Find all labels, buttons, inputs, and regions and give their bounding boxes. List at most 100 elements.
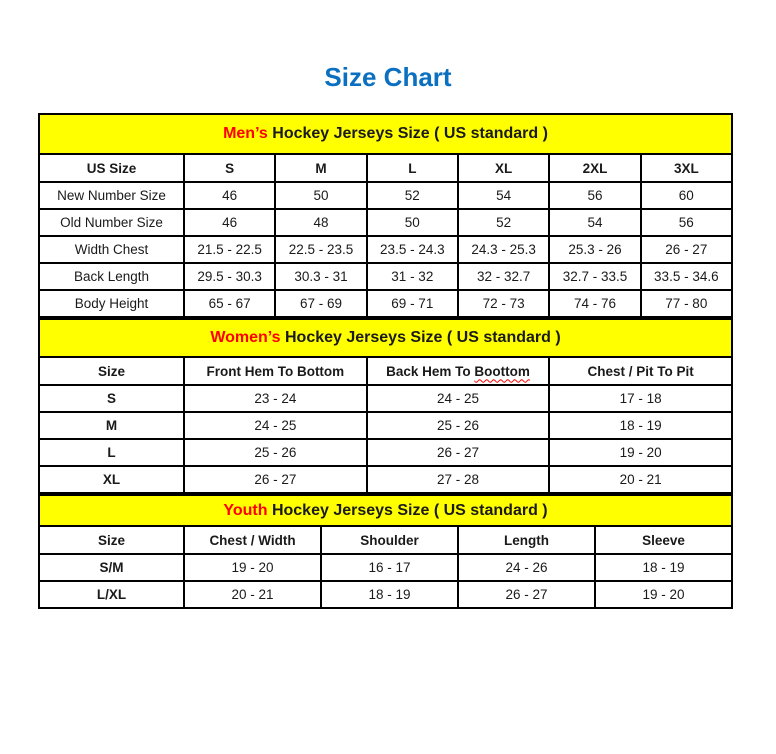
- size-value: 25 - 26: [183, 438, 368, 467]
- size-value: 74 - 76: [548, 289, 642, 318]
- misspelled-word: Boottom: [474, 363, 530, 379]
- size-value: 56: [639, 208, 734, 237]
- mens-column-header: 2XL: [548, 153, 642, 183]
- womens-header-row: Size Front Hem To Bottom Back Hem To Boott…: [38, 356, 733, 386]
- size-value: 24 - 25: [183, 411, 368, 440]
- womens-column-header: Front Hem To Bottom: [183, 356, 368, 386]
- womens-row: XL 26 - 27 27 - 28 20 - 21: [38, 465, 733, 494]
- youth-size-table: Youth Hockey Jerseys Size ( US standard …: [38, 494, 733, 609]
- row-label: Width Chest: [38, 235, 185, 264]
- row-label: Old Number Size: [38, 208, 185, 237]
- size-value: 18 - 19: [594, 553, 733, 582]
- size-value: 25 - 26: [365, 411, 551, 440]
- row-label: L/XL: [38, 580, 185, 609]
- mens-banner-text: Hockey Jerseys Size ( US standard ): [267, 125, 548, 142]
- womens-banner: Women’s Hockey Jerseys Size ( US standar…: [38, 318, 733, 358]
- size-value: 16 - 17: [320, 553, 459, 582]
- size-value: 27 - 28: [365, 465, 551, 494]
- row-label: New Number Size: [38, 181, 185, 210]
- mens-column-header: M: [274, 153, 368, 183]
- mens-column-header: US Size: [38, 153, 185, 183]
- size-value: 20 - 21: [183, 580, 322, 609]
- womens-column-header: Size: [38, 356, 185, 386]
- mens-banner: Men’s Hockey Jerseys Size ( US standard …: [38, 113, 733, 155]
- mens-header-row: US Size S M L XL 2XL 3XL: [38, 153, 734, 183]
- womens-row: S 23 - 24 24 - 25 17 - 18: [38, 384, 733, 413]
- mens-row: Old Number Size 46 48 50 52 54 56: [38, 208, 734, 237]
- youth-column-header: Shoulder: [320, 525, 459, 555]
- size-value: 19 - 20: [548, 438, 733, 467]
- size-value: 26 - 27: [365, 438, 551, 467]
- size-value: 46: [182, 208, 277, 237]
- mens-size-table: Men’s Hockey Jerseys Size ( US standard …: [38, 113, 734, 318]
- size-value: 54: [456, 181, 551, 210]
- size-value: 50: [365, 208, 459, 237]
- size-value: 31 - 32: [365, 262, 459, 291]
- youth-column-header: Size: [38, 525, 185, 555]
- size-value: 25.3 - 26: [548, 235, 642, 264]
- mens-row: New Number Size 46 50 52 54 56 60: [38, 181, 734, 210]
- size-value: 18 - 19: [320, 580, 459, 609]
- youth-row: L/XL 20 - 21 18 - 19 26 - 27 19 - 20: [38, 580, 733, 609]
- womens-banner-text: Hockey Jerseys Size ( US standard ): [280, 329, 561, 346]
- size-value: 17 - 18: [548, 384, 733, 413]
- mens-row: Body Height 65 - 67 67 - 69 69 - 71 72 - 73 7…: [38, 289, 734, 318]
- size-value: 20 - 21: [548, 465, 733, 494]
- size-value: 32.7 - 33.5: [548, 262, 642, 291]
- youth-size-table-container: Youth Hockey Jerseys Size ( US standard …: [38, 494, 733, 609]
- size-value: 19 - 20: [183, 553, 322, 582]
- row-label: XL: [38, 465, 185, 494]
- page-title: Size Chart: [324, 62, 452, 92]
- size-value: 56: [548, 181, 642, 210]
- row-label: M: [38, 411, 185, 440]
- youth-banner-row: Youth Hockey Jerseys Size ( US standard …: [38, 494, 733, 527]
- size-value: 22.5 - 23.5: [274, 235, 368, 264]
- size-value: 29.5 - 30.3: [182, 262, 277, 291]
- womens-banner-row: Women’s Hockey Jerseys Size ( US standar…: [38, 318, 733, 358]
- size-value: 18 - 19: [548, 411, 733, 440]
- youth-header-row: Size Chest / Width Shoulder Length Sleeve: [38, 525, 733, 555]
- size-value: 48: [274, 208, 368, 237]
- row-label: S/M: [38, 553, 185, 582]
- row-label: Body Height: [38, 289, 185, 318]
- size-value: 65 - 67: [182, 289, 277, 318]
- row-label: L: [38, 438, 185, 467]
- youth-column-header: Length: [457, 525, 596, 555]
- size-value: 72 - 73: [456, 289, 551, 318]
- size-value: 46: [182, 181, 277, 210]
- size-value: 52: [456, 208, 551, 237]
- size-value: 23.5 - 24.3: [365, 235, 459, 264]
- size-value: 23 - 24: [183, 384, 368, 413]
- size-value: 67 - 69: [274, 289, 368, 318]
- size-value: 19 - 20: [594, 580, 733, 609]
- size-value: 60: [639, 181, 734, 210]
- size-value: 24.3 - 25.3: [456, 235, 551, 264]
- womens-column-header: Back Hem To Boottom: [365, 356, 551, 386]
- youth-column-header: Chest / Width: [183, 525, 322, 555]
- size-value: 26 - 27: [183, 465, 368, 494]
- size-value: 26 - 27: [639, 235, 734, 264]
- youth-banner-text: Hockey Jerseys Size ( US standard ): [267, 501, 548, 519]
- youth-banner-highlight: Youth: [223, 501, 268, 519]
- womens-row: M 24 - 25 25 - 26 18 - 19: [38, 411, 733, 440]
- row-label: Back Length: [38, 262, 185, 291]
- mens-column-header: L: [365, 153, 459, 183]
- size-value: 50: [274, 181, 368, 210]
- mens-banner-highlight: Men’s: [223, 125, 268, 142]
- womens-size-table: Women’s Hockey Jerseys Size ( US standar…: [38, 318, 733, 494]
- size-value: 77 - 80: [639, 289, 734, 318]
- size-value: 24 - 25: [365, 384, 551, 413]
- size-value: 69 - 71: [365, 289, 459, 318]
- size-value: 21.5 - 22.5: [182, 235, 277, 264]
- size-chart: Men’s Hockey Jerseys Size ( US standard …: [38, 113, 734, 609]
- mens-banner-row: Men’s Hockey Jerseys Size ( US standard …: [38, 113, 733, 155]
- mens-column-header: XL: [456, 153, 551, 183]
- womens-row: L 25 - 26 26 - 27 19 - 20: [38, 438, 733, 467]
- size-value: 33.5 - 34.6: [639, 262, 734, 291]
- youth-banner: Youth Hockey Jerseys Size ( US standard …: [38, 494, 733, 527]
- size-value: 32 - 32.7: [456, 262, 551, 291]
- size-value: 24 - 26: [457, 553, 596, 582]
- mens-row: Width Chest 21.5 - 22.5 22.5 - 23.5 23.5 - …: [38, 235, 734, 264]
- size-value: 30.3 - 31: [274, 262, 368, 291]
- womens-size-table-container: Women’s Hockey Jerseys Size ( US standar…: [38, 318, 733, 494]
